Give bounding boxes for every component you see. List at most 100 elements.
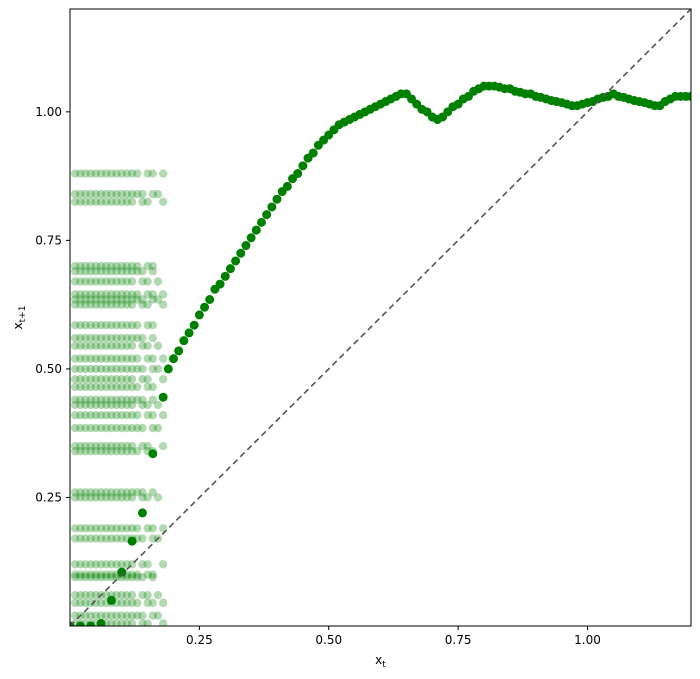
cloud-point	[117, 410, 126, 420]
cloud-point	[102, 560, 111, 569]
cloud-point	[102, 524, 111, 533]
cloud-point	[143, 400, 152, 410]
cloud-point	[143, 619, 152, 626]
cloud-point	[107, 354, 116, 363]
cloud-point	[117, 295, 126, 304]
cloud-point	[91, 364, 101, 374]
cloud-point	[81, 441, 90, 451]
y-axis-ticks: 0.25 0.50 0.75 1.00	[35, 105, 70, 504]
cloud-point	[143, 321, 152, 330]
cloud-point	[86, 423, 95, 433]
cloud-point	[117, 534, 126, 543]
curve-point	[163, 364, 173, 374]
cloud-point	[86, 493, 95, 502]
cloud-point	[86, 261, 95, 271]
cloud-point	[143, 590, 152, 600]
cloud-point	[81, 590, 90, 600]
cloud-point	[96, 446, 106, 456]
cloud-point	[76, 598, 85, 608]
cloud-point	[127, 488, 137, 497]
cloud-point	[138, 300, 147, 309]
cloud-layer	[70, 169, 168, 626]
cloud-point	[81, 333, 90, 343]
cloud-point	[81, 572, 90, 582]
cloud-point	[127, 189, 137, 199]
cloud-point	[70, 321, 80, 330]
cloud-point	[102, 400, 111, 410]
cloud-point	[107, 611, 116, 620]
cloud-point	[76, 341, 85, 350]
cloud-point	[127, 295, 137, 304]
cloud-point	[96, 267, 106, 276]
cloud-point	[122, 446, 132, 456]
x-tick-label: 0.25	[186, 633, 213, 647]
cloud-point	[122, 364, 132, 374]
cloud-point	[86, 572, 95, 582]
cloud-point	[70, 560, 80, 569]
cloud-point	[127, 441, 137, 451]
cloud-point	[117, 446, 126, 456]
cloud-point	[91, 382, 101, 392]
cloud-point	[96, 410, 106, 420]
x-tick-label: 0.50	[315, 633, 342, 647]
cloud-point	[81, 611, 90, 620]
cloud-point	[117, 598, 126, 608]
cloud-point	[76, 382, 85, 392]
cloud-point	[76, 560, 85, 569]
cloud-point	[138, 364, 147, 374]
cloud-point	[102, 261, 111, 271]
cloud-point	[86, 534, 95, 543]
curve-point	[241, 241, 251, 251]
cloud-point	[127, 375, 137, 384]
cloud-point	[143, 560, 152, 569]
cloud-point	[86, 382, 95, 392]
cloud-point	[107, 375, 116, 384]
cloud-point	[138, 488, 147, 497]
cloud-point	[86, 488, 95, 497]
cloud-point	[122, 590, 132, 600]
cloud-point	[70, 488, 80, 497]
cloud-point	[96, 321, 106, 330]
cloud-point	[143, 354, 152, 363]
cloud-point	[91, 277, 101, 286]
cloud-point	[158, 300, 168, 309]
cloud-point	[76, 261, 85, 271]
cloud-point	[107, 169, 116, 178]
cloud-point	[107, 423, 116, 433]
cloud-point	[127, 493, 137, 502]
cloud-point	[102, 333, 111, 343]
cloud-point	[76, 570, 85, 579]
cloud-point	[138, 295, 147, 304]
curve-point	[174, 346, 184, 356]
y-tick-label: 0.50	[35, 362, 62, 376]
x-axis-ticks: 0.25 0.50 0.75 1.00	[186, 626, 601, 647]
cloud-point	[148, 382, 157, 392]
cloud-point	[122, 524, 132, 533]
cloud-point	[122, 333, 132, 343]
cloud-point	[70, 493, 80, 502]
cloud-point	[96, 300, 106, 309]
cloud-point	[91, 400, 101, 410]
cloud-point	[86, 375, 95, 384]
cloud-point	[112, 493, 121, 502]
cloud-point	[96, 261, 106, 271]
cloud-point	[143, 598, 152, 608]
cloud-point	[76, 446, 85, 456]
cloud-point	[107, 572, 116, 582]
cloud-point	[107, 560, 116, 569]
cloud-point	[148, 611, 157, 620]
cloud-point	[117, 382, 126, 392]
cloud-point	[138, 333, 147, 343]
curve-point	[256, 217, 266, 227]
cloud-point	[143, 382, 152, 392]
cloud-point	[127, 354, 137, 363]
cloud-point	[96, 598, 106, 608]
cloud-point	[70, 375, 80, 384]
cloud-point	[122, 395, 132, 404]
cloud-point	[91, 493, 101, 502]
cloud-point	[133, 295, 142, 304]
cloud-point	[102, 341, 111, 350]
cloud-point	[127, 570, 137, 579]
cloud-point	[127, 333, 137, 343]
cloud-point	[148, 572, 157, 582]
